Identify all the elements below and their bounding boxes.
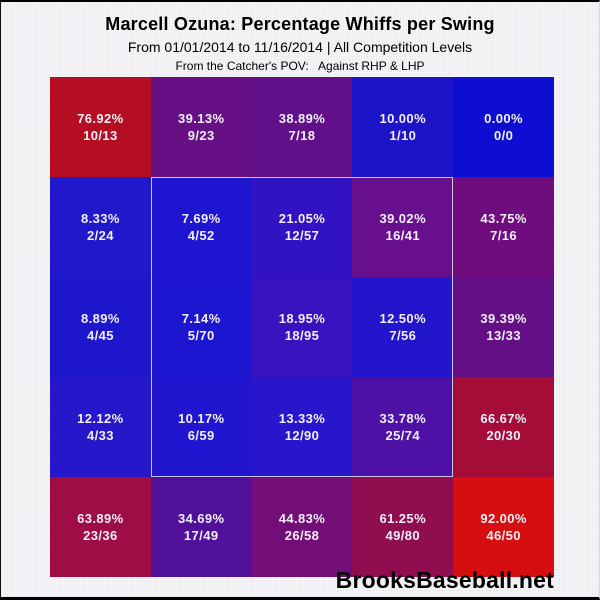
heatmap-cell-r5-c4: 61.25% 49/80	[352, 477, 454, 577]
heatmap-cell-r4-c1: 12.12% 4/33	[50, 377, 151, 477]
cell-whiff-fraction: 9/23	[187, 128, 215, 143]
cell-whiff-percentage: 8.33%	[80, 211, 120, 226]
cell-whiff-percentage: 61.25%	[379, 511, 427, 526]
cell-whiff-fraction: 18/95	[284, 328, 320, 343]
cell-whiff-fraction: 5/70	[187, 328, 215, 343]
cell-whiff-fraction: 4/45	[86, 328, 114, 343]
cell-whiff-percentage: 76.92%	[77, 111, 124, 126]
cell-whiff-percentage: 12.12%	[77, 411, 124, 426]
cell-whiff-fraction: 12/90	[284, 428, 320, 443]
cell-whiff-fraction: 4/52	[187, 228, 215, 243]
heatmap-cell-r1-c2: 39.13% 9/23	[150, 77, 252, 177]
cell-whiff-percentage: 92.00%	[480, 511, 527, 526]
cell-whiff-percentage: 7.69%	[181, 211, 221, 226]
heatmap-cell-r2-c3: 21.05% 12/57	[251, 177, 353, 277]
cell-whiff-percentage: 39.02%	[379, 211, 427, 226]
cell-whiff-fraction: 7/16	[490, 228, 518, 243]
heatmap-cell-r4-c5: 66.67% 20/30	[453, 377, 554, 477]
cell-whiff-fraction: 7/56	[389, 328, 417, 343]
heatmap-cell-r5-c1: 63.89% 23/36	[50, 477, 151, 577]
cell-whiff-fraction: 10/13	[83, 128, 118, 143]
heatmap-cell-r4-c2: 10.17% 6/59	[150, 377, 252, 477]
chart-pov-line: From the Catcher's POV: Against RHP & LH…	[175, 59, 425, 73]
cell-whiff-percentage: 10.00%	[379, 111, 427, 126]
cell-whiff-fraction: 17/49	[183, 528, 219, 543]
cell-whiff-percentage: 7.14%	[181, 311, 221, 326]
heatmap-cell-r3-c3: 18.95% 18/95	[251, 277, 353, 377]
heatmap-cell-r3-c4: 12.50% 7/56	[352, 277, 454, 377]
cell-whiff-percentage: 44.83%	[278, 511, 326, 526]
brand-footer: BrooksBaseball.net	[335, 567, 554, 593]
cell-whiff-fraction: 6/59	[187, 428, 215, 443]
cell-whiff-percentage: 38.89%	[278, 111, 326, 126]
cell-whiff-fraction: 12/57	[284, 228, 320, 243]
cell-whiff-percentage: 66.67%	[480, 411, 527, 426]
chart-header: Marcell Ozuna: Percentage Whiffs per Swi…	[1, 2, 599, 73]
cell-whiff-percentage: 18.95%	[278, 311, 326, 326]
cell-whiff-fraction: 1/10	[389, 128, 417, 143]
heatmap-cell-r1-c1: 76.92% 10/13	[50, 77, 151, 177]
chart-subtitle: From 01/01/2014 to 11/16/2014 | All Comp…	[127, 39, 473, 55]
heatmap-cell-r1-c5: 0.00% 0/0	[453, 77, 554, 177]
heatmap-cell-r4-c4: 33.78% 25/74	[352, 377, 454, 477]
cell-whiff-fraction: 2/24	[86, 228, 114, 243]
cell-whiff-percentage: 39.39%	[480, 311, 527, 326]
cell-whiff-fraction: 4/33	[86, 428, 114, 443]
cell-whiff-percentage: 0.00%	[484, 111, 524, 126]
cell-whiff-percentage: 33.78%	[379, 411, 427, 426]
cell-whiff-percentage: 8.89%	[80, 311, 120, 326]
cell-whiff-fraction: 16/41	[385, 228, 421, 243]
cell-whiff-percentage: 21.05%	[278, 211, 326, 226]
heatmap-cell-r4-c3: 13.33% 12/90	[251, 377, 353, 477]
cell-whiff-fraction: 46/50	[486, 528, 521, 543]
cell-whiff-fraction: 13/33	[486, 328, 521, 343]
cell-whiff-fraction: 25/74	[385, 428, 421, 443]
chart-title: Marcell Ozuna: Percentage Whiffs per Swi…	[105, 14, 495, 34]
cell-whiff-percentage: 13.33%	[278, 411, 326, 426]
heatmap-cell-r2-c1: 8.33% 2/24	[50, 177, 151, 277]
heatmap-cell-r1-c3: 38.89% 7/18	[251, 77, 353, 177]
whiff-heatmap-grid: 76.92% 10/13 39.13% 9/23 38.89% 7/18 10.00% 1/1…	[50, 77, 554, 577]
cell-whiff-fraction: 26/58	[284, 528, 320, 543]
heatmap-cell-r5-c2: 34.69% 17/49	[150, 477, 252, 577]
heatmap-cell-r5-c3: 44.83% 26/58	[251, 477, 353, 577]
heatmap-cell-r3-c2: 7.14% 5/70	[150, 277, 252, 377]
cell-whiff-percentage: 39.13%	[177, 111, 225, 126]
heatmap-cell-r3-c1: 8.89% 4/45	[50, 277, 151, 377]
heatmap-cell-r5-c5: 92.00% 46/50	[453, 477, 554, 577]
heatmap-cell-r2-c2: 7.69% 4/52	[150, 177, 252, 277]
heatmap-cell-r2-c4: 39.02% 16/41	[352, 177, 454, 277]
cell-whiff-percentage: 12.50%	[379, 311, 427, 326]
cell-whiff-percentage: 10.17%	[177, 411, 225, 426]
cell-whiff-percentage: 43.75%	[480, 211, 527, 226]
heatmap-cell-r2-c5: 43.75% 7/16	[453, 177, 554, 277]
cell-whiff-percentage: 34.69%	[177, 511, 225, 526]
heatmap-cell-r3-c5: 39.39% 13/33	[453, 277, 554, 377]
cell-whiff-fraction: 7/18	[288, 128, 316, 143]
cell-whiff-percentage: 63.89%	[77, 511, 124, 526]
cell-whiff-fraction: 20/30	[486, 428, 521, 443]
heatmap-cell-r1-c4: 10.00% 1/10	[352, 77, 454, 177]
cell-whiff-fraction: 0/0	[493, 128, 514, 143]
cell-whiff-fraction: 49/80	[385, 528, 421, 543]
cell-whiff-fraction: 23/36	[83, 528, 118, 543]
